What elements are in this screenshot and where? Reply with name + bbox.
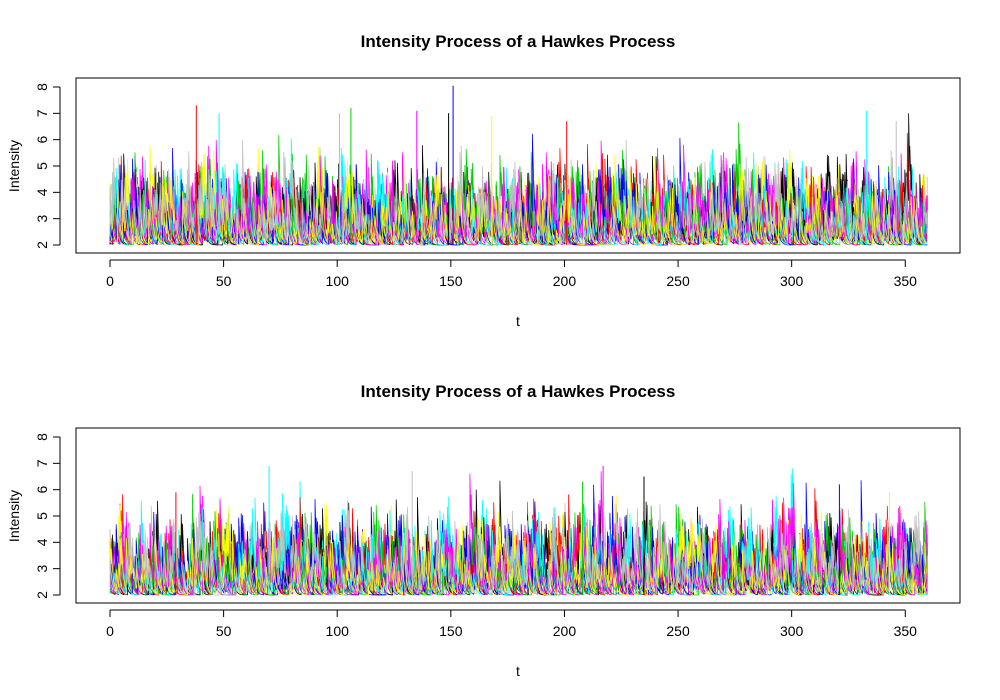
x-tick-label: 0 — [106, 273, 114, 289]
y-axis: 2 3 4 5 6 7 8 — [34, 83, 61, 249]
x-tick-label: 150 — [439, 623, 463, 639]
x-tick-label: 50 — [216, 623, 232, 639]
series-line — [109, 494, 928, 596]
x-tick-label: 0 — [106, 623, 114, 639]
x-tick-label: 350 — [894, 273, 918, 289]
chart-svg-top: Intensity Process of a Hawkes Process 0 5… — [6, 32, 961, 329]
y-tick-label: 4 — [34, 188, 50, 196]
y-tick-label: 8 — [34, 83, 50, 91]
chart-panel-top: Intensity Process of a Hawkes Process 0 5… — [6, 32, 961, 329]
x-tick-label: 300 — [780, 273, 804, 289]
x-tick-label: 100 — [326, 623, 350, 639]
y-axis: 2 3 4 5 6 7 8 — [34, 433, 61, 599]
x-axis: 0 50 100 150 200 250 300 350 — [106, 609, 918, 639]
y-tick-label: 8 — [34, 433, 50, 441]
chart-svg-bottom: Intensity Process of a Hawkes Process 0 5… — [6, 382, 961, 679]
y-axis-label: Intensity — [6, 140, 22, 192]
series-line — [109, 473, 928, 596]
y-tick-label: 5 — [34, 512, 50, 520]
y-tick-label: 4 — [34, 538, 50, 546]
series-line — [109, 153, 928, 246]
x-tick-label: 250 — [666, 623, 690, 639]
series-line — [109, 493, 928, 596]
x-axis-label: t — [516, 663, 520, 679]
y-tick-label: 2 — [34, 241, 50, 249]
series-layer — [109, 466, 928, 596]
series-line — [109, 500, 928, 596]
x-tick-label: 200 — [553, 623, 577, 639]
x-axis-label: t — [516, 313, 520, 329]
chart-title: Intensity Process of a Hawkes Process — [361, 32, 676, 51]
series-layer — [109, 85, 928, 246]
y-tick-label: 3 — [34, 215, 50, 223]
x-tick-label: 100 — [326, 273, 350, 289]
x-tick-label: 350 — [894, 623, 918, 639]
y-tick-label: 5 — [34, 162, 50, 170]
y-tick-label: 6 — [34, 486, 50, 494]
chart-panel-bottom: Intensity Process of a Hawkes Process 0 5… — [0, 350, 1000, 700]
y-tick-label: 6 — [34, 136, 50, 144]
y-tick-label: 2 — [34, 591, 50, 599]
x-axis: 0 50 100 150 200 250 300 350 — [106, 259, 918, 289]
x-tick-label: 300 — [780, 623, 804, 639]
x-tick-label: 50 — [216, 273, 232, 289]
y-tick-label: 7 — [34, 459, 50, 467]
series-line — [109, 139, 928, 246]
chart-title: Intensity Process of a Hawkes Process — [361, 382, 676, 401]
plot-frame — [75, 427, 961, 604]
y-tick-label: 3 — [34, 565, 50, 573]
plot-frame — [75, 77, 961, 254]
y-tick-label: 7 — [34, 109, 50, 117]
x-tick-label: 200 — [553, 273, 577, 289]
x-tick-label: 150 — [439, 273, 463, 289]
y-axis-label: Intensity — [6, 490, 22, 542]
x-tick-label: 250 — [666, 273, 690, 289]
